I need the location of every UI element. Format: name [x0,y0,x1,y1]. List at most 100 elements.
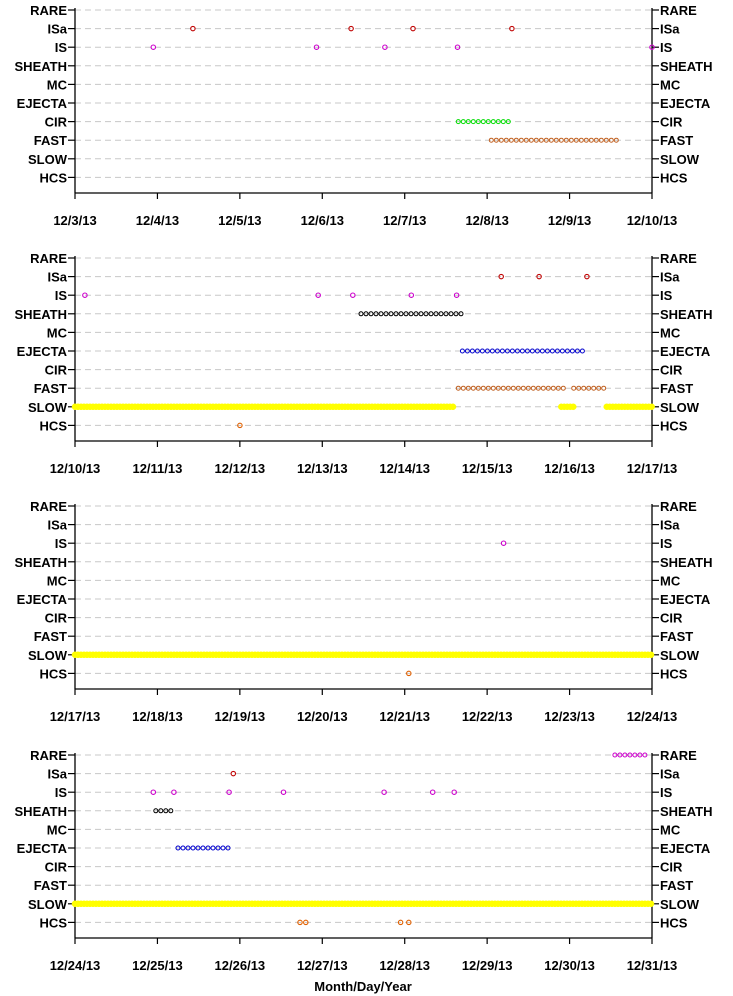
x-tick-label: 12/11/13 [132,461,182,476]
panel-4: RARE RARE ISa ISa IS IS SHEATH SHEATH MC MC EJECTA… [15,748,713,973]
interval-point-fast [465,385,471,391]
interval-rare [612,752,648,758]
interval-point-sheath [403,311,409,317]
point-hcs [406,919,412,926]
interval-point-cir [470,119,476,125]
interval-point-fast [525,385,531,391]
category-label-right: IS [660,536,673,551]
interval-point-fast [540,385,546,391]
x-tick-label: 12/17/13 [627,461,678,476]
interval-point-ejecta [509,348,515,354]
interval-slow [558,403,577,411]
interval-point-ejecta [459,348,465,354]
interval-point-sheath [408,311,414,317]
interval-point-fast [470,385,476,391]
category-label-left: IS [55,288,68,303]
interval-point-fast [498,137,504,143]
category-label-right: MC [660,573,681,588]
interval-point-ejecta [524,348,530,354]
category-label-right: ISa [660,518,680,533]
point-isa [584,273,590,280]
category-label-right: FAST [660,381,693,396]
category-label-left: EJECTA [17,592,68,607]
category-label-right: RARE [660,499,697,514]
category-label-left: CIR [45,611,68,626]
interval-point-sheath [443,311,449,317]
category-label-right: SLOW [660,400,700,415]
category-label-right: EJECTA [660,841,711,856]
interval-point-fast [510,385,516,391]
interval-point-sheath [433,311,439,317]
interval-point-sheath [368,311,374,317]
point-is [226,789,232,795]
interval-point-sheath [413,311,419,317]
interval-point-ejecta [499,348,505,354]
interval-point-fast [588,137,594,143]
interval-slow [71,651,655,659]
interval-point-sheath [158,808,164,814]
category-label-left: RARE [30,748,67,763]
point-is [649,44,655,50]
interval-point-fast [528,137,534,143]
point-isa [348,25,354,32]
interval-point-ejecta [569,348,575,354]
interval-point-ejecta [215,845,221,851]
category-label-left: CIR [45,860,68,875]
interval-point-fast [548,137,554,143]
interval-point-fast [560,385,566,391]
interval-point-slow [449,403,457,411]
interval-point-fast [558,137,564,143]
point-is [381,789,387,795]
x-tick-label: 12/22/13 [462,709,513,724]
category-label-left: ISa [47,767,67,782]
point-is [408,292,415,298]
interval-point-ejecta [484,348,490,354]
interval-point-ejecta [559,348,565,354]
category-label-right: EJECTA [660,344,711,359]
x-tick-label: 12/10/13 [627,213,678,228]
category-label-left: CIR [45,363,68,378]
category-label-left: SLOW [28,897,68,912]
x-tick-label: 12/21/13 [379,709,430,724]
interval-point-sheath [363,311,369,317]
interval-point-sheath [448,311,454,317]
category-label-right: SHEATH [660,307,712,322]
category-label-left: MC [47,573,68,588]
point-is [82,292,88,298]
point-hcs [397,919,404,926]
category-label-left: HCS [40,170,68,185]
category-label-right: HCS [660,170,688,185]
point-is [454,44,461,50]
interval-point-fast [500,385,506,391]
x-tick-label: 12/10/13 [50,461,101,476]
interval-point-fast [530,385,536,391]
interval-point-cir [490,119,496,125]
x-tick-label: 12/20/13 [297,709,348,724]
x-tick-label: 12/18/13 [132,709,183,724]
interval-point-cir [485,119,491,125]
interval-point-ejecta [190,845,196,851]
category-label-left: MC [47,77,68,92]
interval-point-ejecta [180,845,186,851]
interval-point-fast [505,385,511,391]
interval-point-cir [495,119,501,125]
interval-point-ejecta [534,348,540,354]
interval-point-cir [480,119,486,125]
interval-point-fast [535,385,541,391]
interval-slow [603,403,655,411]
interval-point-fast [508,137,514,143]
interval-point-fast [601,385,607,391]
category-label-left: IS [55,785,68,800]
point-isa [498,273,504,280]
category-label-left: HCS [40,915,68,930]
interval-point-ejecta [175,845,181,851]
point-is [171,789,177,795]
interval-point-fast [475,385,481,391]
x-tick-label: 12/29/13 [462,958,513,973]
interval-point-ejecta [489,348,495,354]
category-label-right: CIR [660,115,683,130]
interval-point-ejecta [225,845,231,851]
interval-fast [455,385,566,391]
interval-point-ejecta [574,348,580,354]
